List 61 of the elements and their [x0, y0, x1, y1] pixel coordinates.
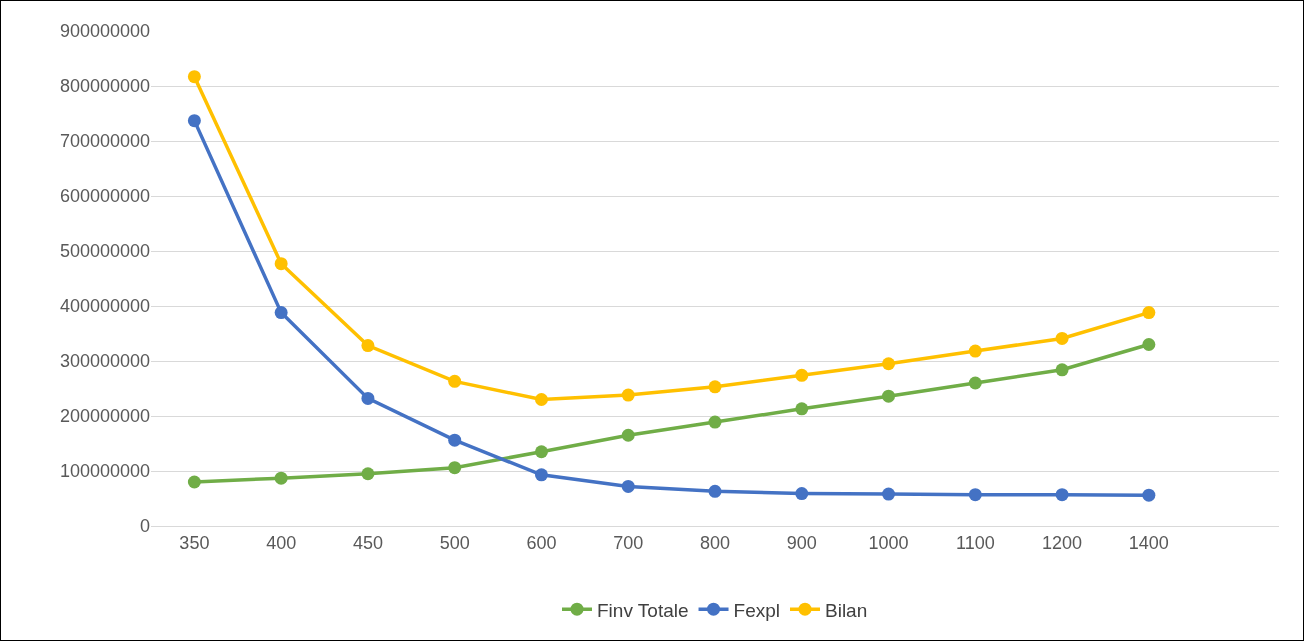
- x-tick-label: 350: [179, 532, 210, 553]
- x-tick-label: 600: [526, 532, 557, 553]
- x-tick-label: 700: [613, 532, 644, 553]
- x-tick-label: 500: [439, 532, 470, 553]
- point: [534, 468, 548, 482]
- point: [361, 467, 375, 481]
- legend-label: Bilan: [825, 599, 868, 621]
- point: [1142, 306, 1156, 320]
- x-tick-label: 900: [786, 532, 817, 553]
- y-tick-label: 700000000: [59, 131, 150, 152]
- point: [1055, 363, 1069, 377]
- point: [708, 380, 722, 394]
- point: [795, 368, 809, 382]
- point: [708, 484, 722, 498]
- point: [448, 374, 462, 388]
- legend-label: Finv Totale: [597, 599, 689, 621]
- point: [274, 306, 288, 320]
- legend-label: Fexpl: [733, 599, 780, 621]
- x-tick-label: 1200: [1042, 532, 1083, 553]
- y-tick-label: 200000000: [59, 406, 150, 427]
- y-tick-label: 600000000: [59, 186, 150, 207]
- point: [187, 475, 201, 489]
- point: [187, 70, 201, 84]
- x-tick-label: 1100: [955, 532, 995, 553]
- x-tick-label: 1400: [1128, 532, 1169, 553]
- point: [968, 344, 982, 358]
- y-tick-label: 900000000: [59, 21, 150, 42]
- point: [882, 389, 896, 403]
- y-tick-label: 300000000: [59, 351, 150, 372]
- point: [534, 445, 548, 459]
- point: [448, 433, 462, 447]
- point: [882, 487, 896, 501]
- point: [621, 388, 635, 402]
- point: [1055, 331, 1069, 345]
- point: [1055, 488, 1069, 502]
- point: [968, 488, 982, 502]
- x-tick-label: 1000: [868, 532, 909, 553]
- point: [795, 487, 809, 501]
- point: [795, 402, 809, 416]
- y-tick-label: 800000000: [59, 76, 150, 97]
- point: [621, 428, 635, 442]
- point: [274, 471, 288, 485]
- x-tick-label: 450: [352, 532, 383, 553]
- point: [187, 114, 201, 128]
- point: [708, 415, 722, 429]
- point: [1142, 338, 1156, 351]
- point: [882, 357, 896, 371]
- x-tick-label: 800: [699, 532, 731, 553]
- y-tick-label: 100000000: [59, 461, 150, 482]
- point: [361, 391, 375, 405]
- y-tick-label: 400000000: [59, 296, 150, 317]
- point: [621, 479, 635, 493]
- point: [968, 376, 982, 390]
- y-tick-label: 0: [139, 516, 150, 537]
- x-tick-label: 400: [266, 532, 297, 553]
- point: [534, 393, 548, 406]
- point: [448, 461, 462, 475]
- point: [361, 339, 375, 353]
- y-tick-label: 500000000: [59, 241, 150, 262]
- point: [274, 257, 288, 271]
- point: [1142, 488, 1156, 502]
